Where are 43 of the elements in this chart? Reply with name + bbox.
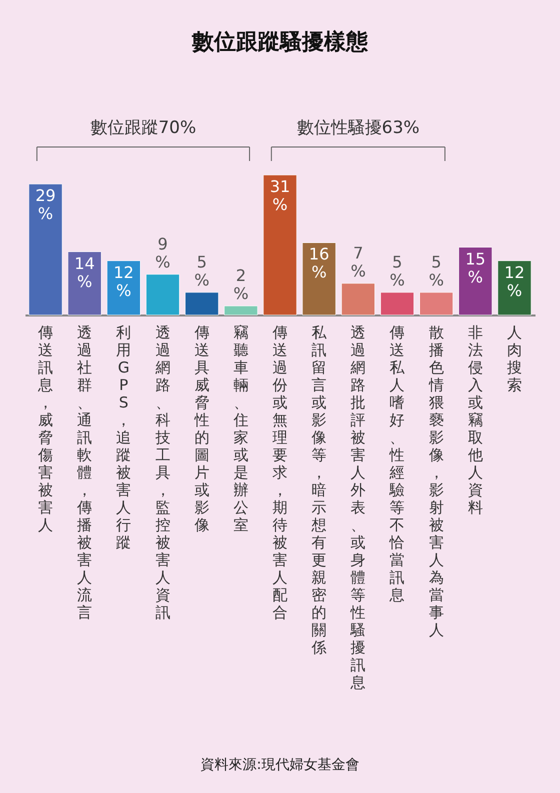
category-label: 傳送具威脅性的圖片或影像	[194, 324, 210, 534]
data-label: 9%	[155, 234, 170, 272]
category-label: 私訊留言或影像等，暗示想有更親密的關係	[312, 324, 327, 656]
bar	[380, 292, 414, 316]
data-label: 5%	[428, 252, 444, 290]
bar	[263, 174, 297, 316]
bar	[458, 247, 492, 316]
bar	[419, 292, 454, 316]
data-label: 5%	[390, 252, 405, 290]
category-label: 非法侵入或竊取他人資料	[468, 324, 483, 516]
bar	[224, 306, 258, 316]
text: 數位跟蹤70%	[90, 118, 196, 138]
category-label: 透過網路批評被害人外表、或身體等性騷擾訊息	[350, 324, 366, 692]
data-label: 31%	[270, 177, 290, 214]
data-label: 15%	[465, 249, 486, 286]
data-label: 2%	[233, 266, 249, 303]
bar	[498, 260, 532, 316]
category-label: 傳送私人嗜好、性經驗等不恰當訊息	[390, 324, 405, 604]
data-label: 7%	[350, 243, 366, 280]
bar	[28, 184, 62, 316]
bar	[341, 283, 376, 316]
bar	[302, 242, 336, 316]
text: 數位性騷擾63%	[296, 118, 420, 138]
category-label: 散播色情猥褻影像，影射被害人為當事人	[428, 324, 444, 639]
data-label: 12%	[114, 262, 134, 300]
data-label: 12%	[504, 262, 525, 300]
bar	[68, 252, 102, 316]
x-tick-label: 人肉搜索	[506, 324, 522, 394]
bar	[146, 274, 180, 316]
chart-title: 數位跟蹤騷擾樣態	[191, 29, 369, 55]
source-note: 資料來源:現代婦女基金會	[200, 757, 360, 773]
data-label: 29%	[35, 186, 56, 224]
bar	[106, 260, 141, 316]
category-label: 利用GPS，追蹤被害人行蹤	[116, 324, 132, 552]
data-label: 14%	[74, 254, 95, 291]
category-label: 傳送訊息，威脅傷害被害人	[38, 324, 54, 534]
data-label: 16%	[308, 244, 330, 282]
category-label: 透過網路、科技工具，監控被害人資訊	[155, 324, 170, 622]
category-label: 傳送過份或無理要求，期待被害人配合	[272, 324, 288, 622]
data-label: 5%	[194, 252, 210, 290]
bar	[184, 292, 219, 316]
category-label: 竊聽車輛、住家或是辦公室	[233, 324, 248, 534]
category-label: 透過社群、通訊軟體，傳播被害人流言	[77, 324, 92, 622]
